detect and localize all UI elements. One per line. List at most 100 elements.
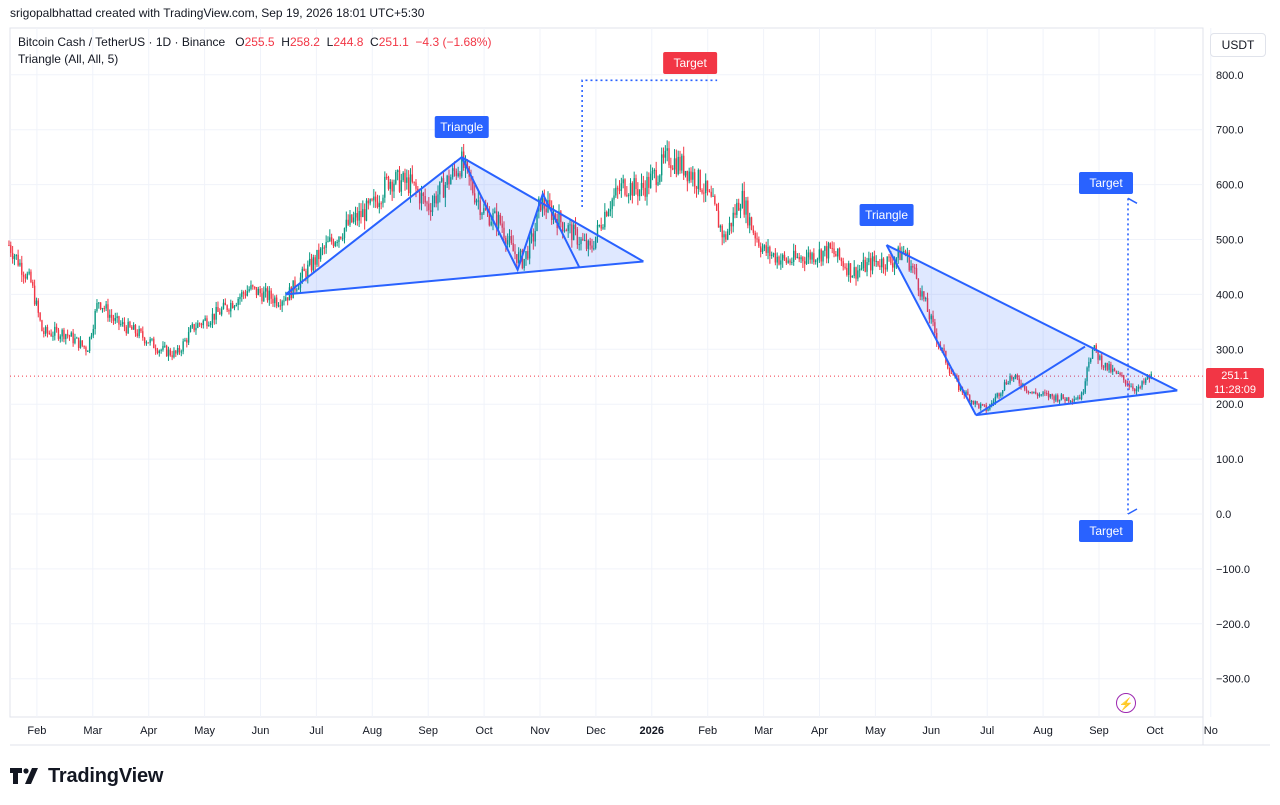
candle-body <box>428 203 430 211</box>
candle-body <box>864 259 866 272</box>
low-value: 244.8 <box>333 35 364 49</box>
lightning-icon[interactable]: ⚡ <box>1116 693 1136 713</box>
candle-body <box>992 401 995 404</box>
candle-body <box>695 186 698 189</box>
candle-body <box>55 326 58 330</box>
candle-body <box>171 355 173 358</box>
candle-body <box>853 267 855 276</box>
candle-body <box>809 252 811 260</box>
candle-body <box>688 171 690 182</box>
candle-body <box>1009 375 1011 384</box>
candle-body <box>783 254 786 259</box>
candle-body <box>792 250 795 262</box>
candle-body <box>693 172 696 187</box>
candle-body <box>263 291 265 302</box>
y-tick-label: 100.0 <box>1216 454 1244 466</box>
close-value: 251.1 <box>378 35 409 49</box>
candle-body <box>495 211 498 229</box>
candle-body <box>19 262 21 266</box>
candle-body <box>363 209 366 221</box>
candle-body <box>13 256 16 260</box>
candle-body <box>415 182 417 189</box>
x-tick-label: Jun <box>252 725 270 737</box>
x-tick-label: Apr <box>140 725 157 737</box>
candle-body <box>959 386 962 391</box>
candle-body <box>947 362 949 369</box>
candle-body <box>761 248 764 253</box>
candle-body <box>169 349 171 356</box>
candle-body <box>950 373 953 375</box>
candle-body <box>580 238 582 245</box>
candle-body <box>85 347 87 352</box>
x-tick-label: Jun <box>922 725 940 737</box>
candle-body <box>239 296 241 300</box>
candle-body <box>497 214 500 229</box>
candle-body <box>666 148 668 151</box>
candle-body <box>110 314 113 318</box>
candle-body <box>99 302 102 309</box>
candle-body <box>433 195 436 204</box>
candle-body <box>488 211 491 226</box>
candle-body <box>492 212 494 222</box>
candle-body <box>431 203 434 213</box>
candle-body <box>479 200 481 215</box>
candle-body <box>494 211 496 213</box>
candle-body <box>1042 392 1044 395</box>
candle-body <box>402 172 404 181</box>
candle-body <box>981 404 984 406</box>
candle-body <box>318 249 320 260</box>
candle-body <box>400 180 403 192</box>
candle-body <box>1079 397 1081 400</box>
candle-body <box>651 171 654 174</box>
candle-body <box>156 350 159 354</box>
candle-body <box>726 231 729 240</box>
candle-body <box>127 321 129 334</box>
candle-body <box>202 320 205 326</box>
candle-body <box>638 190 641 197</box>
candle-body <box>833 248 835 254</box>
currency-button[interactable]: USDT <box>1210 33 1266 57</box>
target-label-up-box <box>1079 172 1133 194</box>
candle-body <box>1002 390 1004 394</box>
candle-body <box>1055 395 1057 401</box>
candle-body <box>389 181 392 189</box>
candle-body <box>980 404 982 409</box>
candle-body <box>233 305 236 309</box>
candle-body <box>439 181 441 195</box>
candle-body <box>921 291 923 297</box>
candle-body <box>893 261 896 268</box>
candle-body <box>90 335 93 338</box>
candle-body <box>567 225 569 232</box>
candle-body <box>30 271 32 283</box>
candle-body <box>382 197 384 204</box>
x-tick-label: May <box>194 725 215 737</box>
symbol-legend: Bitcoin Cash / TetherUS · 1D · Binance O… <box>18 35 492 49</box>
candle-body <box>648 176 650 188</box>
candle-body <box>536 211 538 231</box>
candle-body <box>187 331 190 343</box>
candle-body <box>886 256 888 270</box>
indicator-legend[interactable]: Triangle (All, All, 5) <box>18 52 119 66</box>
candle-body <box>721 225 723 238</box>
candle-body <box>347 219 349 225</box>
candle-body <box>657 182 659 185</box>
candle-body <box>857 270 859 279</box>
candle-body <box>1084 381 1086 393</box>
candle-body <box>915 268 918 279</box>
candle-body <box>723 234 725 238</box>
candle-body <box>398 170 401 192</box>
candle-body <box>1053 396 1055 401</box>
candle-body <box>140 328 142 332</box>
candle-body <box>560 211 562 223</box>
candle-body <box>842 261 844 267</box>
candle-body <box>1137 386 1140 389</box>
candle-body <box>640 182 643 191</box>
candle-body <box>936 332 938 343</box>
candle-body <box>257 288 260 296</box>
candle-body <box>352 217 355 222</box>
candle-body <box>1025 389 1028 391</box>
x-tick-label: Oct <box>476 725 493 737</box>
candle-body <box>396 170 399 173</box>
x-tick-label: Jul <box>980 725 994 737</box>
